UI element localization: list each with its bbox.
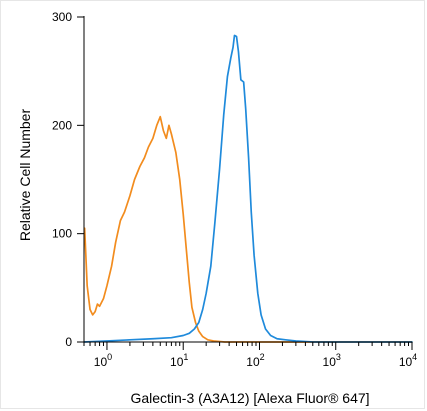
x-tick-base: 10 (170, 355, 184, 369)
x-tick-exponent: 3 (336, 352, 341, 362)
x-tick-exponent: 2 (260, 352, 265, 362)
y-tick-label: 100 (52, 227, 72, 241)
y-axis-title: Relative Cell Number (17, 109, 33, 242)
series-layer (83, 34, 413, 343)
x-tick-label: 100 (94, 352, 112, 369)
x-tick-exponent: 1 (183, 352, 188, 362)
x-axis-title: Galectin-3 (A3A12) [Alexa Fluor® 647] (130, 390, 369, 406)
x-tick-exponent: 0 (107, 352, 112, 362)
y-tick-label: 200 (52, 118, 72, 132)
x-tick-label: 102 (246, 352, 264, 369)
x-tick-base: 10 (94, 355, 108, 369)
y-tick-label: 300 (52, 10, 72, 24)
series-line-2 (83, 34, 413, 343)
x-tick-label: 104 (399, 352, 417, 369)
x-ticks: 100 101 102 103 104 (83, 342, 417, 369)
y-ticks: 0 100 200 300 (52, 10, 84, 349)
x-tick-label: 101 (170, 352, 188, 369)
x-tick-base: 10 (246, 355, 260, 369)
x-tick-exponent: 4 (412, 352, 417, 362)
y-tick-label: 0 (65, 335, 72, 349)
x-tick-base: 10 (399, 355, 413, 369)
series-line-1 (83, 115, 413, 343)
x-tick-label: 103 (323, 352, 341, 369)
x-tick-base: 10 (323, 355, 337, 369)
